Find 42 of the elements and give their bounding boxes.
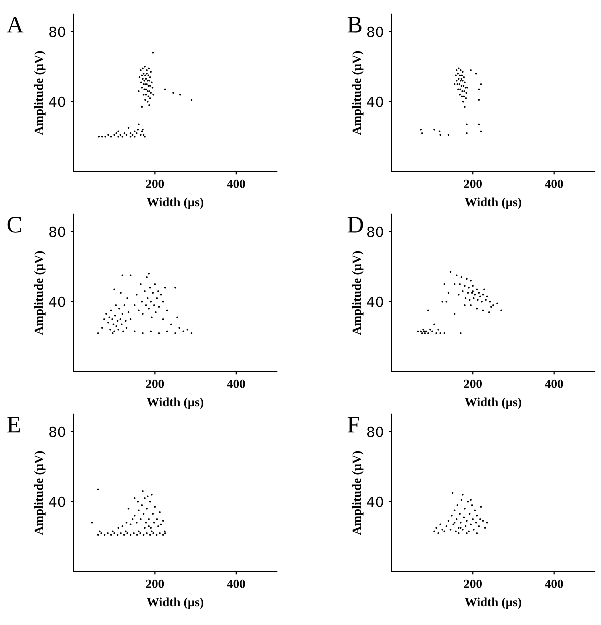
x-axis-title: Width (μs) <box>147 198 204 210</box>
y-tick-label: 40 <box>49 96 66 108</box>
chart-title: C <box>8 217 22 233</box>
x-tick-label: 400 <box>227 180 246 188</box>
y-tick-label: 40 <box>367 96 384 108</box>
x-tick-label: 200 <box>146 580 164 588</box>
chart-title: E <box>8 417 20 433</box>
chart-title: D <box>348 217 364 233</box>
y-tick-label: 80 <box>50 26 66 38</box>
y-tick-label: 80 <box>367 26 384 38</box>
y-axis-title: Amplitude (μV) <box>352 451 364 536</box>
y-tick-label: 80 <box>50 426 66 438</box>
x-tick-label: 400 <box>227 580 246 588</box>
y-tick-label: 40 <box>367 496 384 508</box>
x-tick-label: 400 <box>545 580 564 588</box>
y-tick-label: 80 <box>50 226 66 238</box>
x-axis-title: Width (μs) <box>147 598 204 610</box>
y-tick-label: 40 <box>49 296 66 308</box>
y-tick-label: 80 <box>367 226 384 238</box>
x-axis-title: Width (μs) <box>464 398 522 410</box>
y-axis-title: Amplitude (μV) <box>352 51 364 136</box>
x-axis-title: Width (μs) <box>464 198 522 210</box>
x-axis-title: Width (μs) <box>147 398 204 410</box>
x-tick-label: 400 <box>227 380 246 388</box>
x-tick-label: 200 <box>146 380 164 388</box>
y-tick-label: 40 <box>367 296 384 308</box>
chart-title: F <box>348 417 360 433</box>
y-axis-title: Amplitude (μV) <box>34 251 46 336</box>
x-tick-label: 200 <box>146 180 164 188</box>
y-axis-title: Amplitude (μV) <box>34 451 46 536</box>
y-tick-label: 80 <box>367 426 384 438</box>
x-tick-label: 400 <box>545 380 564 388</box>
y-axis-title: Amplitude (μV) <box>34 51 46 136</box>
x-tick-label: 400 <box>545 180 564 188</box>
y-tick-label: 40 <box>49 496 66 508</box>
x-tick-label: 200 <box>464 580 482 588</box>
chart-title: B <box>348 17 362 33</box>
x-tick-label: 200 <box>464 180 482 188</box>
x-tick-label: 200 <box>464 380 482 388</box>
chart-title: A <box>7 17 24 33</box>
y-axis-title: Amplitude (μV) <box>352 251 364 336</box>
x-axis-title: Width (μs) <box>464 598 522 610</box>
